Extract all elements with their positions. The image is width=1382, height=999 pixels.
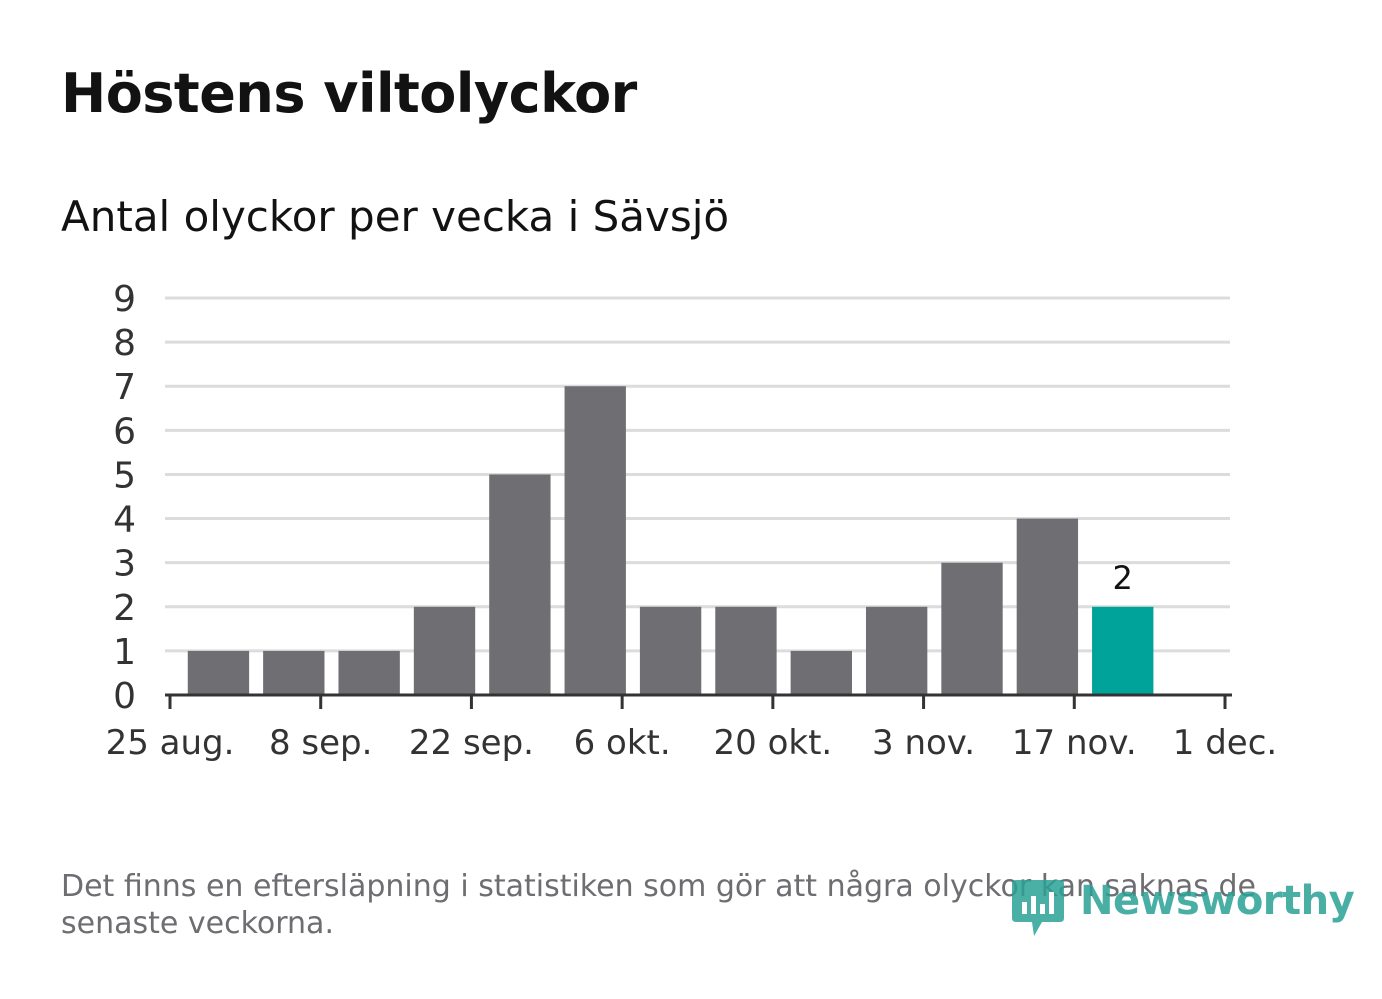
bar	[639, 606, 702, 695]
x-tick-label: 25 aug.	[106, 723, 235, 763]
bar	[941, 562, 1003, 695]
newsworthy-logo-icon	[1012, 880, 1064, 936]
x-tick-label: 1 dec.	[1173, 723, 1277, 763]
y-tick-label: 1	[113, 632, 136, 673]
chart-title: Höstens viltolyckor	[61, 62, 637, 125]
bar	[1016, 518, 1079, 695]
newsworthy-logo: Newsworthy	[1010, 872, 1355, 944]
y-tick-label: 8	[113, 323, 136, 364]
y-tick-label: 4	[113, 500, 136, 541]
bar	[564, 386, 626, 695]
y-tick-label: 6	[113, 411, 136, 452]
data-labels: 2	[1113, 559, 1133, 597]
x-tick-label: 8 sep.	[269, 723, 372, 763]
x-tick-label: 22 sep.	[409, 723, 534, 763]
x-tick-label: 3 nov.	[872, 723, 975, 763]
y-tick-label: 7	[113, 367, 136, 408]
bar	[338, 650, 400, 695]
bar	[715, 606, 777, 695]
x-axis: 25 aug. 8 sep. 22 sep. 6 okt. 20 okt. 3 nov. 1…	[106, 693, 1277, 763]
bar	[413, 606, 476, 695]
y-tick-label: 0	[113, 676, 136, 717]
bar-highlight	[1092, 606, 1154, 695]
x-tick-label: 20 okt.	[714, 723, 833, 763]
chart-subtitle: Antal olyckor per vecka i Sävsjö	[61, 192, 730, 241]
bar	[489, 474, 551, 695]
bar	[263, 650, 325, 695]
y-tick-label: 5	[113, 455, 136, 496]
bars	[187, 386, 1154, 695]
x-tick-label: 17 nov.	[1012, 723, 1137, 763]
bar	[865, 606, 928, 695]
y-tick-label: 9	[113, 279, 136, 320]
y-tick-label: 2	[113, 588, 136, 629]
y-tick-label: 3	[113, 544, 136, 585]
x-tick-label: 6 okt.	[574, 723, 671, 763]
bar	[790, 650, 852, 695]
bar	[187, 650, 250, 695]
newsworthy-logo-text: Newsworthy	[1080, 878, 1355, 924]
data-label: 2	[1113, 559, 1133, 597]
